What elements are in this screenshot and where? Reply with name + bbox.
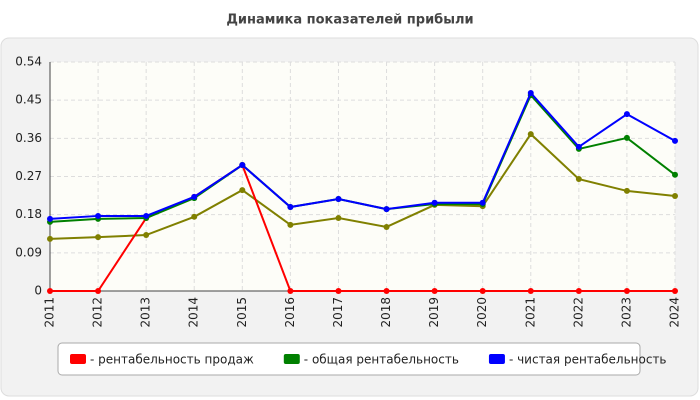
series-line bbox=[49, 132, 676, 240]
x-tick-label: 2018 bbox=[379, 297, 393, 328]
point bbox=[527, 131, 534, 138]
y-tick-label: 0.36 bbox=[15, 131, 42, 145]
point bbox=[47, 215, 53, 222]
y-tick-label: 0.54 bbox=[15, 55, 42, 69]
point bbox=[95, 234, 102, 241]
y-tick-label: 0.09 bbox=[15, 245, 42, 259]
point bbox=[95, 212, 102, 219]
point bbox=[47, 288, 53, 294]
legend bbox=[57, 342, 641, 376]
chart-title: Динамика показателей прибыли bbox=[226, 13, 473, 28]
point bbox=[672, 193, 678, 200]
x-tick-label: 2019 bbox=[427, 297, 441, 328]
x-tick-label: 2011 bbox=[43, 297, 57, 328]
point bbox=[575, 176, 582, 183]
y-tick-label: 0 bbox=[34, 284, 42, 298]
point bbox=[335, 288, 342, 294]
x-tick-label: 2013 bbox=[139, 297, 153, 328]
legend-swatch bbox=[283, 354, 300, 364]
x-tick-label: 2024 bbox=[668, 297, 682, 328]
point bbox=[672, 171, 678, 178]
point bbox=[575, 143, 582, 150]
point bbox=[383, 206, 390, 213]
x-tick-label: 2014 bbox=[187, 297, 201, 328]
point bbox=[623, 288, 630, 294]
legend-label: - чистая рентабельность bbox=[509, 353, 667, 367]
legend-label: - общая рентабельность bbox=[304, 353, 459, 367]
x-tick-label: 2012 bbox=[91, 297, 105, 328]
point bbox=[672, 137, 678, 144]
point bbox=[479, 288, 486, 294]
point bbox=[191, 193, 198, 200]
y-tick-label: 0.18 bbox=[15, 207, 42, 221]
point bbox=[383, 288, 390, 294]
legend-swatch bbox=[488, 354, 505, 364]
point bbox=[672, 288, 678, 294]
x-tick-label: 2016 bbox=[283, 297, 297, 328]
point bbox=[479, 199, 486, 206]
point bbox=[191, 213, 198, 220]
point bbox=[287, 204, 294, 211]
legend-swatch bbox=[70, 354, 86, 364]
x-tick-label: 2021 bbox=[523, 297, 537, 328]
x-tick-label: 2022 bbox=[571, 297, 585, 328]
point bbox=[287, 221, 294, 228]
point bbox=[623, 111, 630, 118]
x-tick-label: 2015 bbox=[235, 297, 249, 328]
point bbox=[527, 288, 534, 294]
point bbox=[527, 89, 534, 96]
point bbox=[431, 199, 438, 206]
series-line bbox=[49, 91, 676, 220]
point bbox=[623, 134, 630, 141]
point bbox=[335, 215, 342, 222]
point bbox=[239, 162, 246, 169]
y-tick-label: 0.27 bbox=[15, 169, 42, 183]
y-tick-label: 0.45 bbox=[15, 93, 42, 107]
point bbox=[431, 288, 438, 294]
point bbox=[287, 288, 294, 294]
point bbox=[575, 288, 582, 294]
legend-label: - рентабельность продаж bbox=[90, 353, 254, 367]
point bbox=[143, 212, 150, 219]
point bbox=[95, 288, 102, 294]
point bbox=[143, 232, 150, 239]
point bbox=[47, 235, 53, 242]
point bbox=[239, 187, 246, 194]
x-tick-label: 2020 bbox=[475, 297, 489, 328]
x-tick-label: 2017 bbox=[331, 297, 345, 328]
point bbox=[383, 223, 390, 230]
x-tick-label: 2023 bbox=[619, 297, 633, 328]
point bbox=[335, 195, 342, 202]
point bbox=[623, 187, 630, 194]
